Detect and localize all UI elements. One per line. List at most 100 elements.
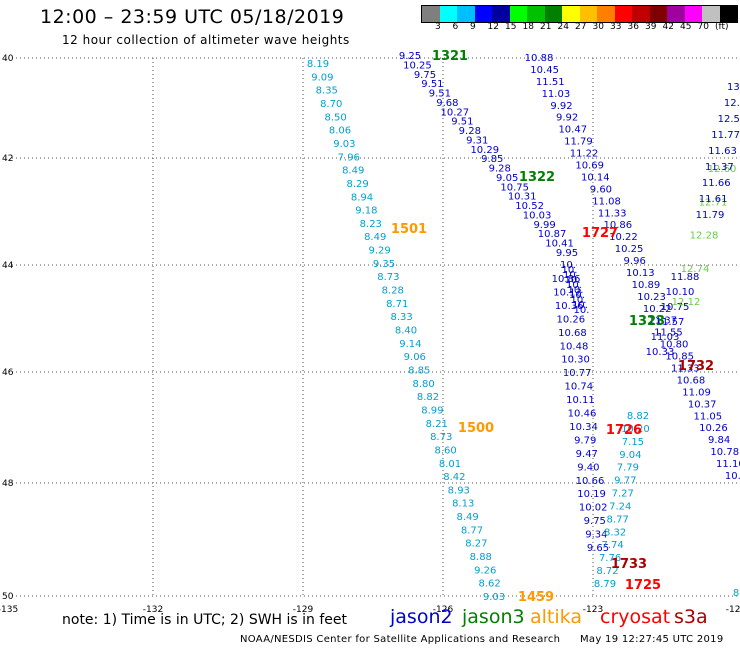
latitude-label: 50 bbox=[2, 592, 14, 602]
longitude-label: -120 bbox=[726, 605, 740, 615]
swh-value: 10.88 bbox=[525, 53, 554, 64]
scale-label: 24 bbox=[557, 22, 569, 32]
swh-value: 10.02 bbox=[579, 503, 608, 514]
swh-value: 8.01 bbox=[439, 459, 461, 470]
scale-swatch bbox=[509, 6, 527, 22]
swh-value: 10.86 bbox=[603, 220, 632, 231]
swh-value: 8.80 bbox=[412, 379, 434, 390]
scale-swatch bbox=[719, 6, 737, 22]
swh-value: 7.74 bbox=[601, 540, 623, 551]
swh-value: 7.96 bbox=[338, 152, 360, 163]
latitude-label: 40 bbox=[2, 54, 14, 64]
swh-value-overlap: 10. bbox=[566, 280, 582, 291]
swh-value: 11.77 bbox=[711, 130, 740, 141]
swh-value-overlap: 10. bbox=[562, 265, 578, 276]
swh-value: 8.13 bbox=[452, 499, 474, 510]
legend-s3a: s3a bbox=[674, 606, 708, 628]
color-scale-bar bbox=[421, 5, 738, 23]
swh-value: 10.29 bbox=[470, 145, 499, 156]
scale-swatch bbox=[457, 6, 475, 22]
swh-value: 9.04 bbox=[619, 450, 641, 461]
swh-value: 8.29 bbox=[346, 179, 368, 190]
swh-value-overlap: 10. bbox=[565, 275, 581, 286]
track-time-label: 1321 bbox=[432, 49, 468, 64]
longitude-label: -123 bbox=[583, 605, 603, 615]
track-time-label: 1501 bbox=[391, 222, 427, 237]
scale-label: 6 bbox=[452, 22, 459, 32]
swh-value: 10.19 bbox=[577, 489, 606, 500]
swh-value: 10.47 bbox=[558, 125, 587, 136]
swh-value: 9.40 bbox=[577, 462, 599, 473]
swh-value: 10.23 bbox=[637, 292, 666, 303]
swh-value: 11.09 bbox=[682, 387, 711, 398]
scale-label: 18 bbox=[522, 22, 534, 32]
swh-value: 8.28 bbox=[382, 286, 404, 297]
swh-value: 9.14 bbox=[399, 339, 421, 350]
swh-value: 8.19 bbox=[307, 59, 329, 70]
swh-value: 12.74 bbox=[681, 264, 710, 275]
swh-value: 8.93 bbox=[448, 485, 470, 496]
swh-value: 9.79 bbox=[574, 435, 596, 446]
swh-value: 10.13 bbox=[626, 268, 655, 279]
swh-value: 10.14 bbox=[581, 172, 610, 183]
track-time-label: 1323 bbox=[629, 314, 665, 329]
swh-value: 10.25 bbox=[615, 244, 644, 255]
swh-value-overlap: 10. bbox=[574, 305, 590, 316]
swh-value: 9.51 bbox=[429, 89, 451, 100]
track-time-label: 1725 bbox=[625, 578, 661, 593]
swh-value: 10.45 bbox=[530, 65, 559, 76]
scale-label: 3 bbox=[435, 22, 441, 32]
swh-value: 10.78 bbox=[710, 447, 739, 458]
swh-value: 8.35 bbox=[316, 86, 338, 97]
swh-value: 9.51 bbox=[421, 79, 443, 90]
swh-value: 9.03 bbox=[333, 139, 355, 150]
track-time-label: 1459 bbox=[518, 590, 554, 605]
swh-value: 8.82 bbox=[417, 392, 439, 403]
swh-value-overlap: 10. bbox=[563, 270, 579, 281]
map-title: 12:00 – 23:59 UTC 05/18/2019 bbox=[40, 6, 345, 28]
swh-value: 10.52 bbox=[515, 201, 544, 212]
scale-label: 27 bbox=[575, 22, 587, 32]
swh-value: 10.20 bbox=[621, 424, 650, 435]
swh-value: 11.03 bbox=[542, 89, 571, 100]
swh-value-overlap: 10. bbox=[569, 290, 585, 301]
scale-swatch bbox=[492, 6, 510, 22]
swh-value-overlap: 10. bbox=[572, 300, 588, 311]
scale-swatch bbox=[527, 6, 545, 22]
swh-value: 10.27 bbox=[441, 107, 470, 118]
swh-value: 8.72 bbox=[596, 566, 618, 577]
swh-value: 9.28 bbox=[459, 126, 481, 137]
scale-label: 12 bbox=[487, 22, 499, 32]
scale-swatch bbox=[649, 6, 667, 22]
scale-swatch bbox=[597, 6, 615, 22]
swh-value: 10.25 bbox=[403, 60, 432, 71]
scale-swatch bbox=[684, 6, 702, 22]
swh-value: 10.86 bbox=[552, 274, 581, 285]
swh-value: 11.37 bbox=[705, 162, 734, 173]
swh-value: 11.05 bbox=[694, 411, 723, 422]
swh-value: 9.03 bbox=[483, 592, 505, 603]
swh-value: 8 bbox=[733, 588, 739, 599]
swh-value: 8.49 bbox=[342, 166, 364, 177]
swh-value: 8.50 bbox=[324, 112, 346, 123]
scale-label: 30 bbox=[592, 22, 604, 32]
latitude-label: 44 bbox=[2, 261, 14, 271]
scale-label: 42 bbox=[662, 22, 674, 32]
swh-value: 10.12 bbox=[553, 287, 582, 298]
swh-value: 9.95 bbox=[556, 248, 578, 259]
swh-value: 7.24 bbox=[609, 501, 631, 512]
map-subtitle: 12 hour collection of altimeter wave hei… bbox=[62, 33, 350, 47]
swh-value: 9.28 bbox=[489, 164, 511, 175]
swh-value: 9.26 bbox=[474, 565, 496, 576]
swh-value: 10.85 bbox=[665, 352, 694, 363]
swh-value: 11.33 bbox=[598, 208, 627, 219]
track-time-label: 1727 bbox=[582, 226, 618, 241]
swh-value: 8.73 bbox=[377, 272, 399, 283]
swh-value: 9.99 bbox=[533, 220, 555, 231]
swh-value: 8.23 bbox=[360, 219, 382, 230]
swh-value: 8.71 bbox=[386, 299, 408, 310]
swh-value-overlap: 10. bbox=[568, 285, 584, 296]
generated-timestamp: May 19 12:27:45 UTC 2019 bbox=[580, 634, 724, 645]
scale-swatch bbox=[422, 6, 440, 22]
credit-line: NOAA/NESDIS Center for Satellite Applica… bbox=[240, 634, 561, 645]
